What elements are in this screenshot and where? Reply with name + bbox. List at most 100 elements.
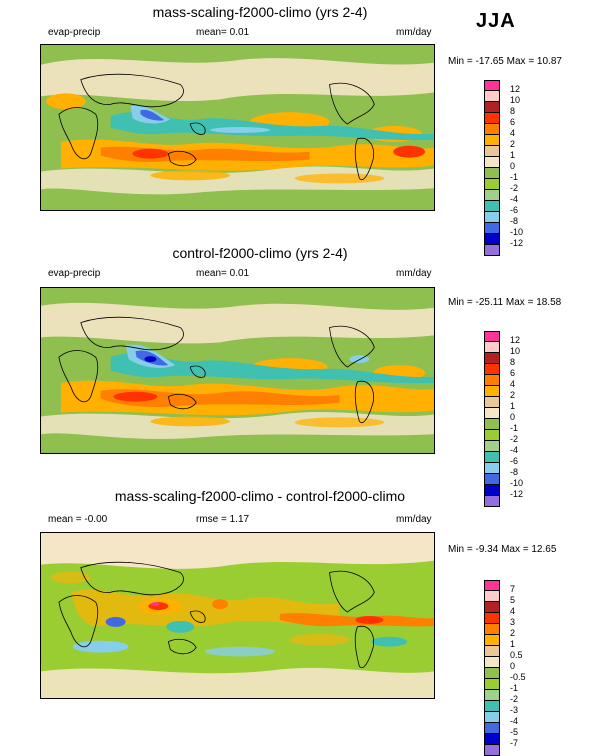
legend-swatch	[484, 613, 500, 624]
panel-1-units-label: mm/day	[396, 27, 432, 38]
legend-swatch	[484, 591, 500, 602]
panel-1-minmax-label: Min = -17.65 Max = 10.87	[448, 56, 562, 67]
legend-swatch	[484, 364, 500, 375]
panel-3-map	[40, 532, 435, 699]
legend-label: -1	[510, 172, 519, 182]
legend-swatch	[484, 375, 500, 386]
panel-1-variable-label: evap-precip	[48, 27, 101, 38]
legend-swatch	[484, 342, 500, 353]
legend-swatch	[484, 190, 500, 201]
legend-swatch	[484, 157, 500, 168]
legend-swatch	[484, 331, 500, 342]
legend-label: 7	[510, 584, 516, 594]
legend-swatch	[484, 668, 500, 679]
legend-swatch	[484, 113, 500, 124]
legend-swatch	[484, 91, 500, 102]
panel-2-mean-label: mean= 0.01	[196, 268, 250, 279]
panel-2-title: control-f2000-climo (yrs 2-4)	[172, 245, 348, 261]
legend-label: 1	[510, 639, 516, 649]
legend-swatch	[484, 408, 500, 419]
panel-1-map	[40, 44, 435, 211]
legend-swatch	[484, 452, 500, 463]
legend-swatch	[484, 734, 500, 745]
legend-swatch	[484, 245, 500, 256]
legend-label: 6	[510, 117, 516, 127]
legend-swatch	[484, 179, 500, 190]
legend-label: -1	[510, 683, 519, 693]
legend-label: 10	[510, 346, 521, 356]
legend-label: -4	[510, 716, 519, 726]
legend-swatch	[484, 602, 500, 613]
legend-swatch	[484, 146, 500, 157]
legend-swatch	[484, 212, 500, 223]
legend-label: 2	[510, 628, 516, 638]
legend-label: -4	[510, 445, 519, 455]
legend-swatch	[484, 419, 500, 430]
legend-swatch	[484, 679, 500, 690]
legend-label: -12	[510, 489, 524, 499]
panel-3-rmse-label: rmse = 1.17	[196, 514, 250, 525]
legend-swatch	[484, 624, 500, 635]
legend-label: -1	[510, 423, 519, 433]
legend-label: -6	[510, 205, 519, 215]
legend-label: -2	[510, 694, 519, 704]
legend-label: 1	[510, 150, 516, 160]
panel-1-mean-label: mean= 0.01	[196, 27, 250, 38]
legend-swatch	[484, 234, 500, 245]
legend-swatch	[484, 102, 500, 113]
legend-label: 1	[510, 401, 516, 411]
legend-label: -7	[510, 738, 519, 748]
panel-3-map-svg	[41, 533, 434, 698]
legend-swatch	[484, 397, 500, 408]
legend-label: 2	[510, 139, 516, 149]
legend-label: 4	[510, 379, 516, 389]
legend-label: 2	[510, 390, 516, 400]
legend-label: 12	[510, 335, 521, 345]
legend-swatch	[484, 635, 500, 646]
legend-swatch	[484, 353, 500, 364]
legend-label: 0	[510, 412, 516, 422]
legend-swatch	[484, 690, 500, 701]
legend-label: 4	[510, 606, 516, 616]
legend-label: -3	[510, 705, 519, 715]
legend-swatch	[484, 496, 500, 507]
legend-swatch	[484, 701, 500, 712]
legend-swatch	[484, 168, 500, 179]
legend-swatch	[484, 580, 500, 591]
legend-label: 6	[510, 368, 516, 378]
legend-label: -0.5	[510, 672, 526, 682]
legend-swatch	[484, 745, 500, 756]
panel-1-map-svg	[41, 45, 434, 210]
legend-label: -6	[510, 456, 519, 466]
panel-2-map-svg	[41, 288, 434, 453]
legend-label: -10	[510, 478, 524, 488]
legend-label: 8	[510, 357, 516, 367]
legend-label: 0	[510, 161, 516, 171]
legend-swatch	[484, 80, 500, 91]
legend-swatch	[484, 430, 500, 441]
panel-2-units-label: mm/day	[396, 268, 432, 279]
season-label: JJA	[476, 10, 516, 32]
panel-3-units-label: mm/day	[396, 514, 432, 525]
legend-swatch	[484, 474, 500, 485]
legend-label: -5	[510, 727, 519, 737]
legend-label: -2	[510, 183, 519, 193]
legend-swatch	[484, 135, 500, 146]
legend-swatch	[484, 485, 500, 496]
panel-2-minmax-label: Min = -25.11 Max = 18.58	[448, 297, 562, 308]
legend-label: 3	[510, 617, 516, 627]
panel-2-map	[40, 287, 435, 454]
legend-label: 8	[510, 106, 516, 116]
legend-swatch	[484, 124, 500, 135]
legend-label: -2	[510, 434, 519, 444]
legend-label: -4	[510, 194, 519, 204]
legend-swatch	[484, 201, 500, 212]
panel-1-title: mass-scaling-f2000-climo (yrs 2-4)	[152, 4, 368, 20]
legend-label: 12	[510, 84, 521, 94]
legend-label: -8	[510, 216, 519, 226]
legend-label: 10	[510, 95, 521, 105]
panel-3-minmax-label: Min = -9.34 Max = 12.65	[448, 544, 557, 555]
legend-swatch	[484, 712, 500, 723]
legend-swatch	[484, 657, 500, 668]
panel-3-title: mass-scaling-f2000-climo - control-f2000…	[114, 488, 406, 504]
